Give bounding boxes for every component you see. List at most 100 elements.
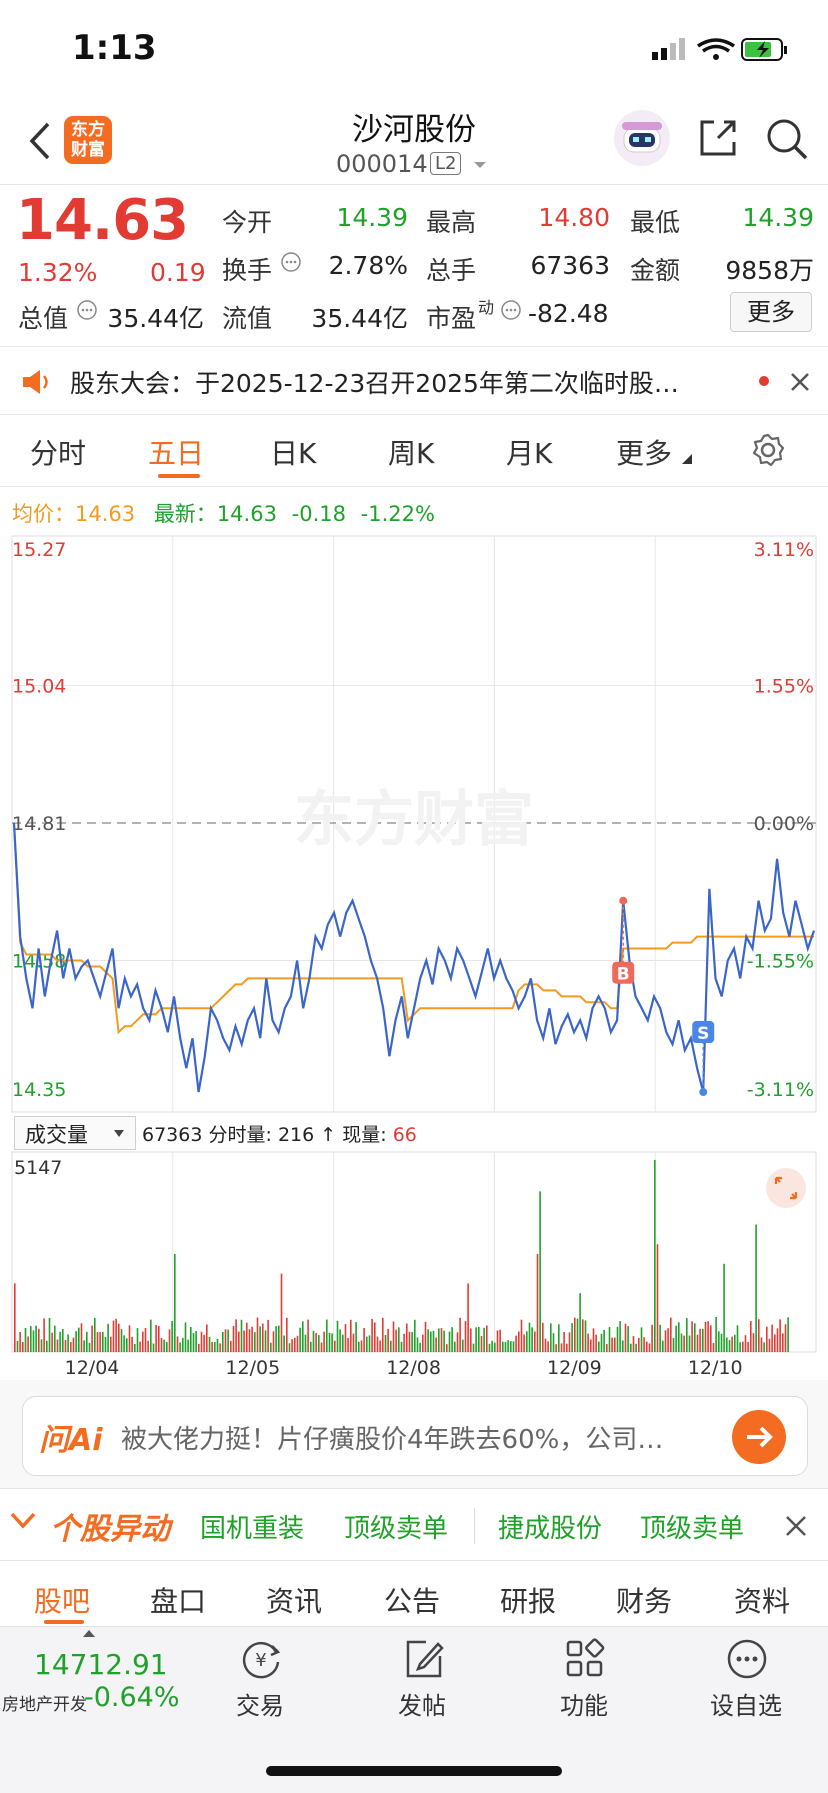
arrow-right-icon[interactable] (731, 1409, 787, 1465)
open-label: 今开 (222, 208, 273, 237)
volume-bar (110, 1336, 112, 1352)
indicator-selector[interactable]: 成交量 (14, 1116, 136, 1150)
level-badge[interactable]: L2 (430, 152, 462, 175)
volume-bar (462, 1339, 464, 1352)
movement-item[interactable]: 捷成股份 (498, 1514, 603, 1544)
volume-bar (310, 1341, 312, 1352)
more-button[interactable]: 更多 (730, 292, 812, 332)
info-dots-icon[interactable] (500, 299, 522, 321)
close-icon[interactable] (788, 370, 812, 394)
volume-bar (515, 1335, 517, 1352)
volume-bar (75, 1331, 77, 1352)
index-value[interactable]: 14712.91 (34, 1648, 168, 1681)
back-button[interactable] (24, 118, 56, 164)
y-tick-left: 15.27 (12, 539, 66, 561)
ai-robot-button[interactable] (612, 108, 672, 168)
volume-bar (582, 1319, 584, 1352)
volume-bar (416, 1337, 419, 1352)
volume-bar (411, 1332, 413, 1352)
volume-bar (784, 1324, 787, 1352)
movement-item[interactable]: 顶级卖单 (640, 1514, 745, 1544)
volume-bar (691, 1321, 693, 1352)
volume-bar (443, 1330, 445, 1352)
volume-bar (187, 1339, 189, 1352)
ai-bar[interactable]: 问Ai 被大佬力挺！片仔癀股价4年跌去60%，公司… (22, 1396, 808, 1476)
volume-bar (280, 1273, 283, 1352)
volume-bar (624, 1323, 627, 1352)
volume-bar (712, 1343, 715, 1352)
svg-text:¥: ¥ (255, 1650, 266, 1671)
more-dots-icon[interactable] (724, 1636, 770, 1682)
volume-bar (67, 1334, 69, 1352)
tab-more[interactable]: 更多 (616, 437, 673, 470)
tab-finance[interactable]: 财务 (616, 1585, 673, 1618)
grid-icon[interactable] (562, 1636, 608, 1682)
tab-monthly-k[interactable]: 月K (506, 437, 553, 470)
low-label: 最低 (630, 208, 681, 237)
volume-bar (776, 1328, 779, 1352)
tab-forum[interactable]: 股吧 (34, 1585, 91, 1618)
tab-intraday[interactable]: 分时 (30, 437, 87, 470)
movement-item[interactable]: 顶级卖单 (344, 1514, 449, 1544)
tab-profile[interactable]: 资料 (734, 1585, 791, 1618)
mktcap-label: 总值 (18, 304, 69, 333)
latest-change: -0.18 (291, 502, 346, 526)
volume-bar (328, 1333, 331, 1352)
nav-post[interactable]: 发帖 (398, 1692, 446, 1720)
trade-icon[interactable]: ¥ (238, 1636, 284, 1682)
info-dots-icon[interactable] (280, 251, 302, 273)
nav-functions[interactable]: 功能 (560, 1692, 608, 1720)
volume-bar (470, 1328, 472, 1352)
share-icon[interactable] (696, 116, 740, 160)
nav-add-watchlist[interactable]: 设自选 (710, 1692, 782, 1720)
nav-trade[interactable]: 交易 (236, 1692, 284, 1720)
volume-bar (179, 1342, 181, 1352)
post-icon[interactable] (400, 1636, 446, 1682)
mktcap-value: 35.44亿 (107, 304, 204, 333)
back-icon (29, 122, 50, 160)
tab-news[interactable]: 资讯 (266, 1585, 323, 1618)
volume-bar (254, 1332, 256, 1352)
tab-announcements[interactable]: 公告 (384, 1585, 441, 1618)
volume-bar (518, 1331, 520, 1352)
volume-bar (486, 1325, 488, 1352)
volume-bar (451, 1327, 453, 1352)
volume-bar (203, 1334, 205, 1352)
tab-weekly-k[interactable]: 周K (388, 437, 435, 470)
index-name[interactable]: 房地产开发 (2, 1695, 87, 1715)
amount-value: 9858万 (725, 256, 814, 285)
index-change[interactable]: -0.64% (84, 1682, 180, 1713)
tab-daily-k[interactable]: 日K (270, 437, 317, 470)
volume-info: 67363 分时量: 216 ↑ 现量: 66 (142, 1120, 417, 1147)
volume-bar (432, 1330, 435, 1352)
volume-bar (694, 1323, 696, 1352)
tab-research[interactable]: 研报 (500, 1585, 557, 1618)
chevron-down-icon[interactable] (10, 1512, 36, 1530)
volume-bar (355, 1322, 357, 1352)
close-icon[interactable] (784, 1514, 808, 1538)
robot-icon (614, 110, 670, 166)
volume-bar (235, 1319, 237, 1352)
volume-bar (200, 1331, 203, 1352)
chevron-down-icon[interactable] (472, 160, 488, 170)
volume-chart[interactable]: 5147 (0, 1150, 828, 1366)
tab-five-day[interactable]: 五日 (148, 437, 205, 470)
volume-bar (670, 1317, 672, 1352)
volume-bar (667, 1328, 669, 1352)
notice-bar[interactable]: 股东大会：于2025-12-23召开2025年第二次临时股… (0, 350, 828, 414)
volume-bar (283, 1335, 285, 1352)
info-dots-icon[interactable] (76, 299, 98, 321)
volume-bar (590, 1339, 592, 1352)
volume-bar (94, 1317, 96, 1352)
gear-icon[interactable] (750, 432, 786, 468)
status-icons (652, 38, 787, 61)
movement-item[interactable]: 国机重装 (200, 1514, 305, 1544)
volume-bar (728, 1340, 731, 1352)
bottom-tab-indicator (44, 1620, 84, 1624)
tab-orderbook[interactable]: 盘口 (150, 1585, 207, 1618)
volume-bar (326, 1319, 328, 1352)
volume-bar (147, 1340, 149, 1352)
volume-bar (264, 1330, 267, 1352)
search-icon[interactable] (764, 116, 810, 162)
